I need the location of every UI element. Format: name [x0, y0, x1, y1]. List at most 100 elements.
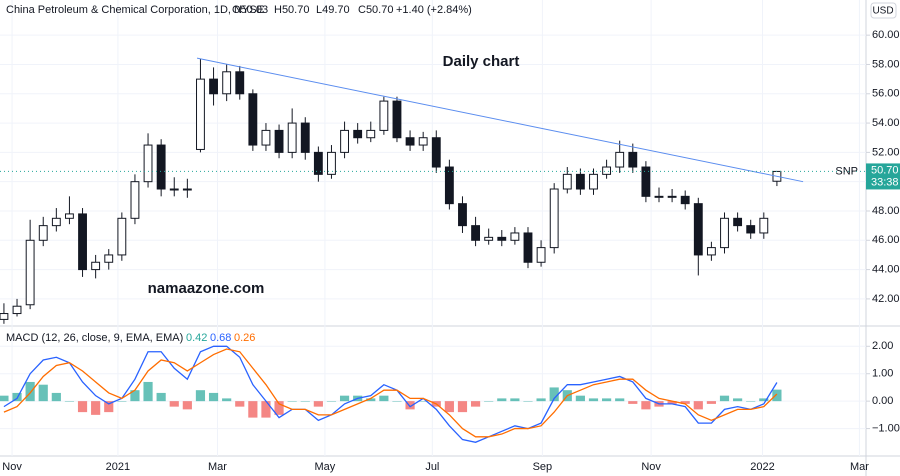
histogram-bar: [759, 398, 769, 402]
ohlc-value: H50.70: [274, 4, 309, 16]
candle-body: [549, 188, 559, 249]
histogram-bar: [536, 398, 546, 402]
histogram-bar: [77, 401, 88, 413]
histogram-bar: [588, 398, 599, 402]
candle-body: [497, 236, 507, 241]
candle-body: [353, 129, 363, 139]
candle-body: [91, 261, 101, 271]
histogram-bar: [326, 401, 337, 402]
candle-body: [25, 239, 35, 306]
x-tick-label: Mar: [208, 461, 227, 473]
histogram-bar: [418, 401, 428, 402]
candle-body: [196, 78, 205, 150]
candle-body: [209, 78, 218, 95]
currency-box[interactable]: [870, 2, 897, 19]
histogram-bar: [379, 395, 389, 402]
y-tick-label: 44.00: [872, 263, 900, 275]
x-tick-label: May: [315, 461, 336, 473]
annotation: Daily chart: [443, 53, 520, 70]
histogram-bar: [549, 387, 559, 402]
y-tick-label: 54.00: [872, 117, 900, 129]
candle-body: [615, 151, 625, 168]
histogram-bar: [143, 381, 153, 402]
histogram-bar: [772, 389, 782, 402]
histogram-bar: [457, 401, 468, 413]
x-tick-label: Jul: [425, 461, 439, 473]
y-tick-label: 2.00: [872, 340, 893, 352]
histogram-bar: [575, 395, 585, 402]
x-tick-label: Sep: [533, 461, 553, 473]
indicator-value: 0.68: [210, 332, 231, 344]
candle-body: [12, 305, 22, 315]
candle-body: [313, 151, 323, 175]
histogram-bar: [274, 401, 284, 415]
x-tick-label: 2021: [106, 461, 130, 473]
ohlc-value: L49.70: [316, 4, 350, 16]
y-tick-label: 58.00: [872, 58, 900, 70]
candle-body: [248, 93, 258, 146]
histogram-bar: [222, 398, 232, 402]
candle-body: [51, 217, 61, 227]
currency: USD: [872, 6, 893, 17]
y-tick-label: 48.00: [872, 205, 900, 217]
histogram-bar: [64, 401, 75, 402]
candle-body: [261, 129, 271, 146]
histogram-bar: [169, 401, 179, 407]
candle-body: [392, 100, 402, 139]
histogram-bar: [680, 401, 690, 404]
indicator-value: 0.42: [186, 332, 207, 344]
histogram-bar: [719, 395, 730, 402]
y-tick-label: 56.00: [872, 88, 900, 100]
histogram-bar: [117, 401, 127, 402]
candle-body: [602, 166, 612, 175]
y-tick-label: 46.00: [872, 234, 900, 246]
candle-body: [379, 100, 389, 131]
histogram-bar: [615, 398, 625, 402]
candle-body: [693, 203, 703, 256]
histogram-bar: [182, 401, 192, 410]
candle-body: [143, 144, 153, 183]
histogram-bar: [470, 401, 481, 407]
candle-body: [575, 173, 585, 190]
histogram-bar: [208, 392, 219, 402]
candle-body: [628, 151, 638, 168]
candle-body: [78, 213, 87, 271]
candle-body: [746, 225, 756, 234]
histogram-bar: [38, 384, 48, 402]
candle-body: [680, 195, 690, 205]
x-tick-label: Nov: [2, 461, 22, 473]
candle-body: [274, 129, 284, 153]
candle-body: [65, 213, 74, 219]
candle-body: [523, 232, 533, 263]
candle-body: [444, 166, 454, 205]
candle-body: [720, 217, 729, 249]
histogram-bar: [104, 401, 114, 413]
histogram-bar: [261, 401, 271, 418]
histogram-bar: [392, 401, 402, 402]
countdown: 33:38: [871, 176, 899, 188]
y-tick-label: 0.00: [872, 395, 893, 407]
y-tick-label: 60.00: [872, 29, 900, 41]
candle-body: [536, 247, 546, 263]
histogram-bar: [156, 392, 166, 402]
candle-body: [405, 137, 415, 146]
candle-body: [484, 236, 494, 241]
y-tick-label: 52.00: [872, 146, 900, 158]
histogram-bar: [248, 401, 258, 418]
candle-body: [235, 71, 245, 95]
indicator-value: 0.26: [234, 332, 255, 344]
macd-line: [3, 348, 778, 438]
histogram-bar: [366, 398, 376, 402]
histogram-bar: [313, 401, 323, 407]
trendline: [196, 57, 804, 183]
symbol-label: SNP: [835, 165, 858, 177]
histogram-bar: [444, 401, 454, 413]
histogram-bar: [0, 395, 9, 402]
y-tick-label: 1.00: [872, 368, 893, 380]
candle-body: [510, 232, 520, 241]
candle-body: [471, 225, 481, 241]
histogram-bar: [300, 401, 310, 402]
candle-body: [733, 217, 743, 227]
candle-body: [418, 137, 428, 146]
